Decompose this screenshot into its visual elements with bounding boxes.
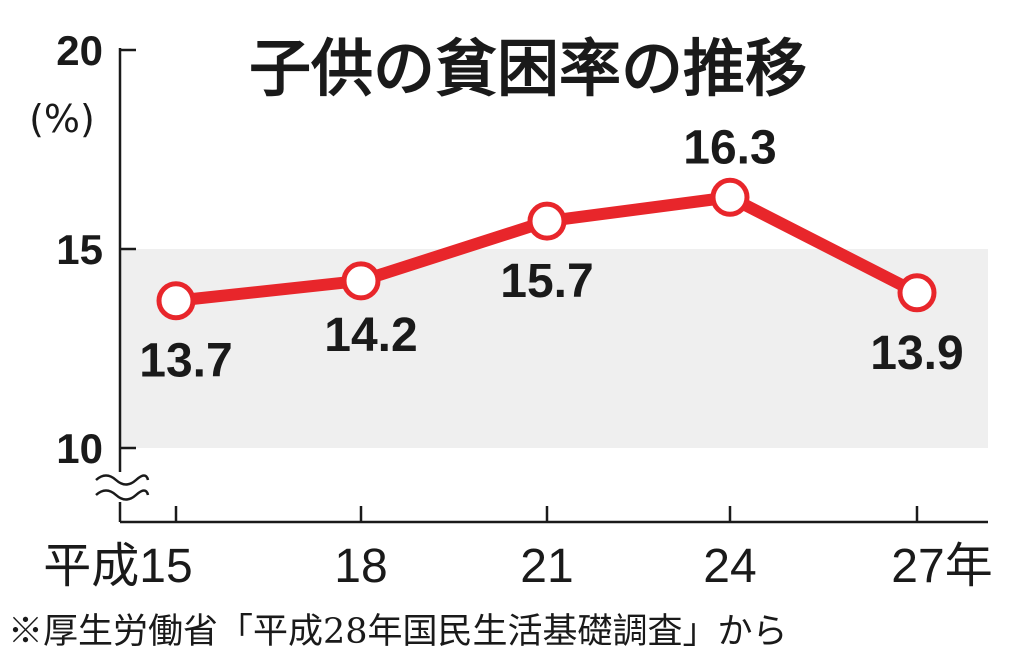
x-tick-label: 24 <box>703 540 756 593</box>
shaded-band <box>120 249 988 448</box>
y-tick-label: 20 <box>56 27 103 74</box>
x-tick-label: 平成15 <box>43 540 192 593</box>
data-point <box>710 177 750 217</box>
axis-break-wave <box>95 474 150 486</box>
data-label: 13.7 <box>139 335 232 388</box>
chart-title: 子供の貧困率の推移 <box>249 32 807 105</box>
data-label: 15.7 <box>500 255 593 308</box>
y-tick-label: 10 <box>56 425 103 472</box>
data-point <box>527 201 567 241</box>
data-point <box>897 273 937 313</box>
data-point <box>156 281 196 321</box>
axes <box>92 48 988 524</box>
source-note: ※厚生労働省「平成28年国民生活基礎調査」から <box>8 612 788 652</box>
x-tick-label: 21 <box>520 540 573 593</box>
data-label: 13.9 <box>870 327 963 380</box>
data-points <box>156 177 937 321</box>
data-label: 14.2 <box>324 309 417 362</box>
y-tick-label: 15 <box>56 226 103 273</box>
x-tick-label: 18 <box>334 540 387 593</box>
y-ticks: 10 15 20 <box>56 27 136 472</box>
axis-break-wave <box>95 489 150 501</box>
data-labels: 13.7 14.2 15.7 16.3 13.9 <box>139 121 963 387</box>
data-label: 16.3 <box>683 121 776 174</box>
data-point <box>341 261 381 301</box>
x-ticks: 平成15 18 21 24 27年 <box>43 506 993 593</box>
x-tick-label: 27年 <box>891 540 992 593</box>
y-unit-label: (%) <box>29 97 95 141</box>
